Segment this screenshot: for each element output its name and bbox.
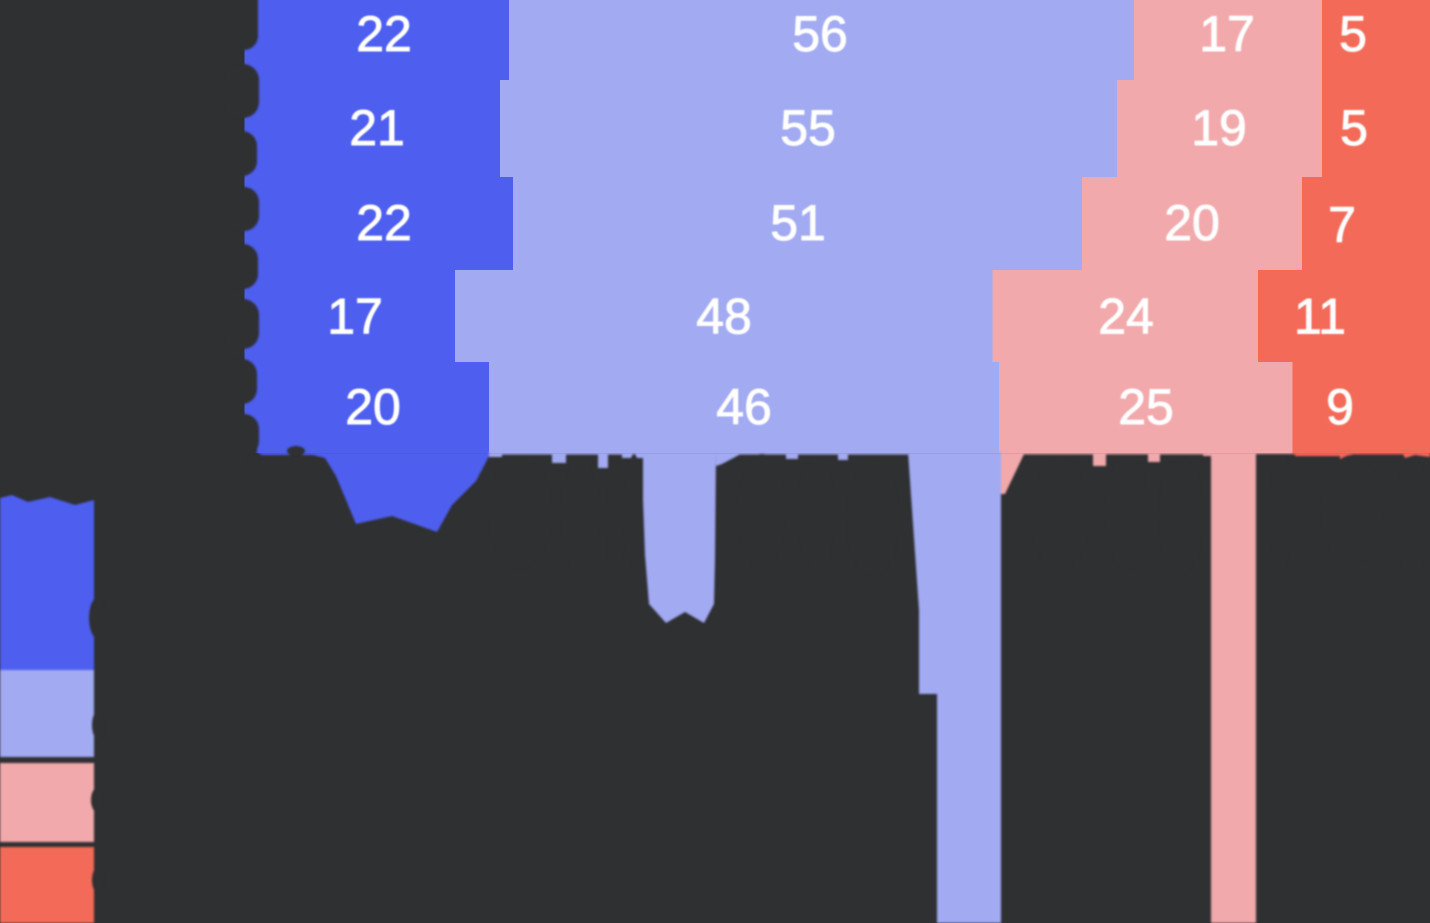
svg-text:20: 20 (345, 379, 401, 435)
svg-text:9: 9 (1326, 379, 1354, 435)
svg-text:20: 20 (1164, 195, 1220, 251)
svg-text:17: 17 (327, 289, 383, 345)
svg-text:22: 22 (356, 195, 412, 251)
svg-text:19: 19 (1191, 100, 1247, 156)
svg-text:25: 25 (1118, 379, 1174, 435)
svg-text:11: 11 (1294, 289, 1346, 345)
svg-text:17: 17 (1199, 6, 1255, 62)
svg-text:24: 24 (1098, 289, 1154, 345)
svg-text:56: 56 (792, 6, 848, 62)
svg-text:48: 48 (696, 289, 752, 345)
svg-text:7: 7 (1328, 197, 1356, 253)
svg-text:46: 46 (716, 379, 772, 435)
svg-text:22: 22 (356, 6, 412, 62)
svg-text:5: 5 (1339, 6, 1367, 62)
svg-text:5: 5 (1340, 100, 1368, 156)
svg-text:55: 55 (780, 100, 836, 156)
svg-text:51: 51 (770, 195, 826, 251)
svg-text:21: 21 (349, 100, 405, 156)
